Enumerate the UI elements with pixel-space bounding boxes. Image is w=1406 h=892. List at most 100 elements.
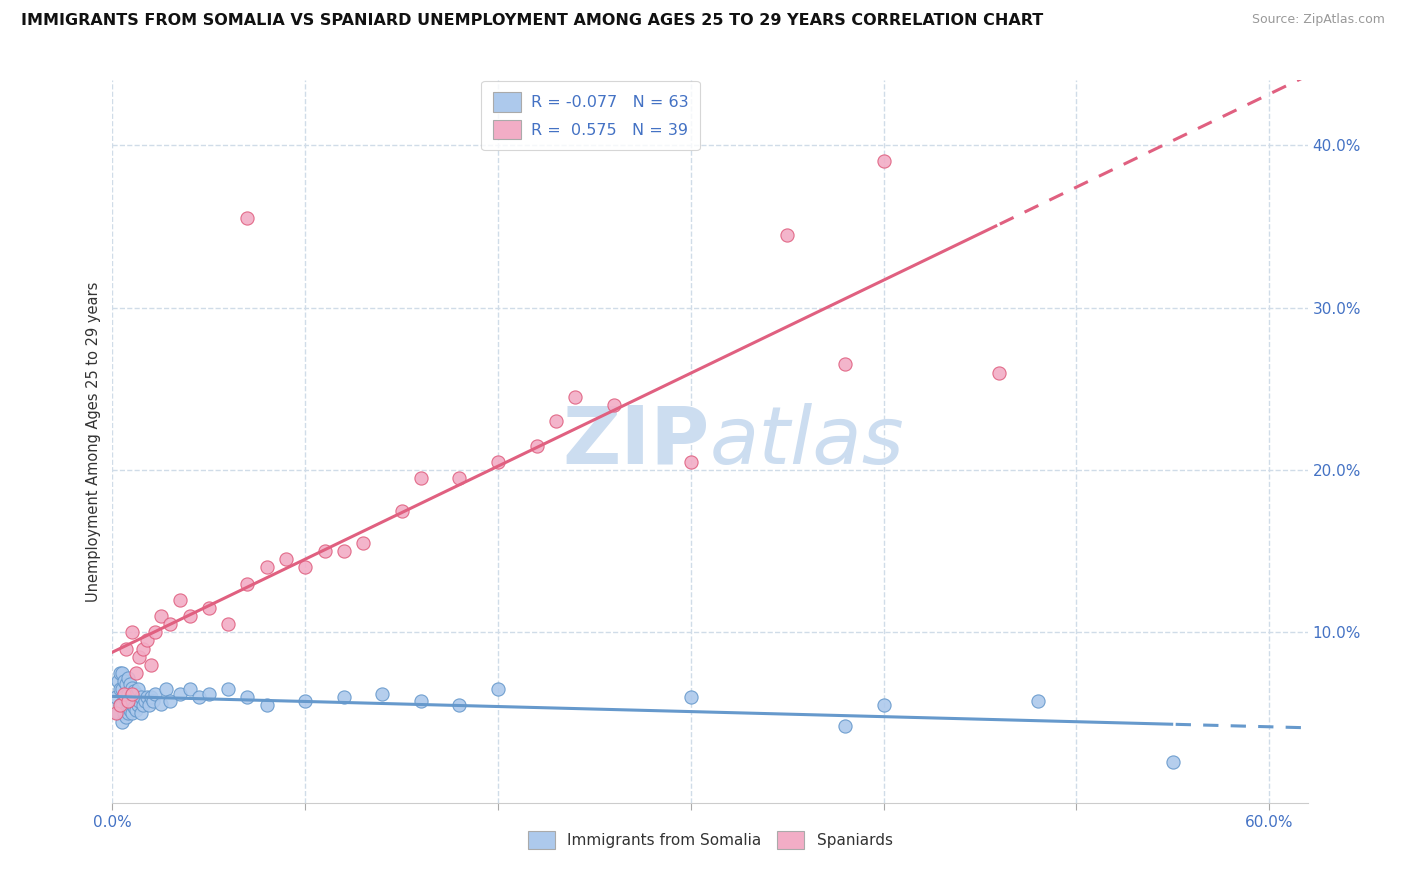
Point — [142, 693, 165, 707]
Text: IMMIGRANTS FROM SOMALIA VS SPANIARD UNEMPLOYMENT AMONG AGES 25 TO 29 YEARS CORRE: IMMIGRANTS FROM SOMALIA VS SPANIARD UNEM… — [21, 13, 1043, 29]
Point — [409, 471, 432, 485]
Point — [107, 673, 129, 688]
Point — [169, 687, 191, 701]
Point — [128, 693, 150, 707]
Point — [112, 673, 135, 688]
Point — [115, 693, 138, 707]
Point — [108, 698, 131, 713]
Point — [294, 693, 316, 707]
Point — [105, 690, 128, 705]
Point — [391, 503, 413, 517]
Point — [274, 552, 297, 566]
Point — [333, 690, 356, 705]
Point — [118, 703, 141, 717]
Point — [112, 706, 135, 721]
Point — [139, 690, 162, 705]
Point — [124, 687, 146, 701]
Point — [118, 690, 141, 705]
Point — [132, 641, 155, 656]
Point — [449, 698, 471, 713]
Point — [117, 671, 139, 685]
Point — [143, 687, 166, 701]
Point — [236, 576, 259, 591]
Point — [198, 687, 221, 701]
Point — [124, 703, 146, 717]
Point — [333, 544, 356, 558]
Point — [115, 710, 138, 724]
Point — [127, 698, 149, 713]
Point — [132, 698, 155, 713]
Point — [111, 714, 134, 729]
Point — [124, 665, 146, 680]
Point — [155, 682, 177, 697]
Point — [105, 706, 128, 721]
Legend: Immigrants from Somalia, Spaniards: Immigrants from Somalia, Spaniards — [517, 820, 903, 860]
Point — [112, 690, 135, 705]
Point — [122, 700, 145, 714]
Point — [294, 560, 316, 574]
Point — [169, 592, 191, 607]
Point — [872, 698, 894, 713]
Point — [352, 536, 374, 550]
Point — [136, 690, 159, 705]
Point — [1161, 755, 1184, 769]
Point — [117, 697, 139, 711]
Point — [256, 560, 278, 574]
Point — [988, 366, 1011, 380]
Point — [236, 690, 259, 705]
Point — [115, 677, 138, 691]
Point — [117, 687, 139, 701]
Point — [217, 617, 239, 632]
Point — [526, 439, 548, 453]
Point — [112, 687, 135, 701]
Point — [131, 690, 153, 705]
Point — [117, 706, 139, 721]
Point — [134, 693, 156, 707]
Point — [159, 617, 181, 632]
Point — [409, 693, 432, 707]
Point — [128, 649, 150, 664]
Point — [834, 719, 856, 733]
Text: ZIP: ZIP — [562, 402, 710, 481]
Point — [679, 455, 702, 469]
Point — [179, 682, 201, 697]
Point — [111, 698, 134, 713]
Point — [602, 398, 624, 412]
Point — [544, 414, 567, 428]
Point — [121, 687, 143, 701]
Text: Source: ZipAtlas.com: Source: ZipAtlas.com — [1251, 13, 1385, 27]
Point — [111, 682, 134, 697]
Point — [449, 471, 471, 485]
Point — [834, 358, 856, 372]
Text: atlas: atlas — [710, 402, 905, 481]
Point — [159, 693, 181, 707]
Point — [679, 690, 702, 705]
Point — [118, 677, 141, 691]
Point — [149, 609, 172, 624]
Point — [486, 682, 509, 697]
Point — [139, 657, 162, 672]
Point — [1026, 693, 1049, 707]
Point — [131, 706, 153, 721]
Point — [121, 681, 143, 695]
Point — [117, 693, 139, 707]
Point — [108, 698, 131, 713]
Point — [256, 698, 278, 713]
Y-axis label: Unemployment Among Ages 25 to 29 years: Unemployment Among Ages 25 to 29 years — [86, 281, 101, 602]
Point — [108, 665, 131, 680]
Point — [121, 625, 143, 640]
Point — [122, 683, 145, 698]
Point — [179, 609, 201, 624]
Point — [127, 682, 149, 697]
Point — [314, 544, 336, 558]
Point — [136, 633, 159, 648]
Point — [143, 625, 166, 640]
Point — [121, 693, 143, 707]
Point — [486, 455, 509, 469]
Point — [149, 697, 172, 711]
Point — [108, 682, 131, 697]
Point — [371, 687, 394, 701]
Point — [198, 601, 221, 615]
Point — [188, 690, 211, 705]
Point — [107, 706, 129, 721]
